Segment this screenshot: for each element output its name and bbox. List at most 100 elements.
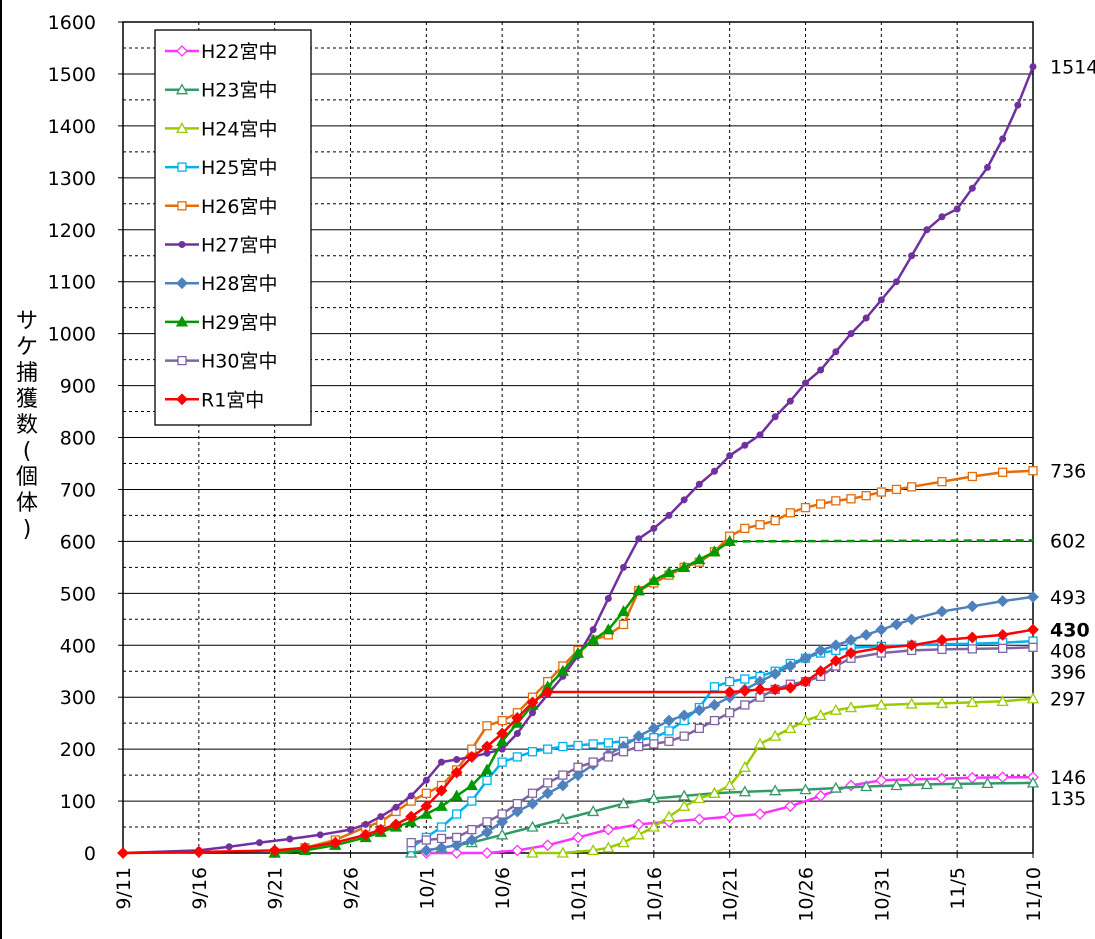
data-point [347, 826, 354, 834]
data-point [573, 762, 583, 772]
data-point [725, 676, 735, 687]
data-point [740, 674, 750, 684]
data-point [966, 696, 979, 708]
data-point [436, 822, 447, 832]
data-point [1026, 776, 1040, 788]
data-point [420, 807, 433, 819]
end-label: 493 [1050, 587, 1086, 609]
data-point [497, 715, 507, 726]
data-point [708, 545, 721, 557]
data-point [587, 805, 600, 817]
data-point [392, 803, 400, 811]
data-point [526, 696, 539, 709]
end-label: 430 [1050, 620, 1090, 642]
x-tick-label: 11/10 [1023, 867, 1045, 922]
x-tick-label: 10/31 [871, 867, 893, 922]
data-point [890, 779, 903, 791]
data-point [435, 799, 448, 811]
data-point [907, 482, 917, 492]
data-point [998, 643, 1008, 654]
data-point [527, 788, 538, 798]
data-point [769, 683, 782, 696]
data-point [920, 778, 933, 790]
data-point [556, 812, 569, 824]
legend-item: H27宮中 [165, 235, 277, 257]
data-point [769, 784, 782, 796]
legend-item: H26宮中 [165, 196, 277, 218]
data-point [513, 730, 521, 738]
data-point [1027, 591, 1039, 603]
data-point [450, 847, 463, 859]
y-tick-label: 200 [60, 739, 96, 761]
data-point [845, 647, 857, 659]
data-point [998, 467, 1008, 477]
data-point [620, 563, 627, 571]
y-tick-label: 1200 [48, 220, 96, 242]
data-point [740, 523, 750, 534]
legend-marker [177, 355, 187, 366]
data-point [602, 623, 615, 635]
data-point [117, 847, 129, 859]
data-point [556, 664, 569, 676]
data-point [862, 314, 870, 322]
data-point [937, 644, 947, 655]
data-point [709, 682, 720, 692]
data-point [526, 797, 539, 810]
x-tick-label: 10/21 [720, 867, 742, 922]
data-point [647, 722, 660, 735]
data-point [664, 736, 674, 746]
data-point [496, 734, 509, 746]
data-point [589, 626, 597, 634]
data-point [829, 654, 842, 667]
data-point [814, 789, 827, 802]
data-point [875, 698, 888, 710]
data-point [891, 484, 902, 495]
data-point [435, 841, 448, 854]
data-point [923, 226, 931, 234]
data-point [738, 785, 751, 797]
data-point [1028, 466, 1038, 476]
series-projection-line [729, 539, 1034, 543]
data-point [650, 524, 658, 532]
data-point [377, 813, 385, 821]
end-label: 396 [1050, 662, 1086, 684]
data-point [966, 600, 979, 613]
legend-label: R1宮中 [201, 389, 264, 411]
data-point [452, 809, 462, 819]
legend-label: H23宮中 [201, 80, 277, 102]
legend-item: H22宮中 [165, 41, 277, 63]
legend-marker [175, 315, 189, 327]
data-point [814, 665, 827, 678]
data-point [708, 786, 721, 798]
legend-item: H23宮中 [165, 80, 277, 102]
x-axis-ticks: 9/11 9/16 9/21 9/26 10/1 10/6 10/11 10/16 10/21 1… [113, 853, 1045, 922]
end-label: 408 [1050, 641, 1086, 663]
data-point [1029, 63, 1037, 71]
data-point [723, 535, 736, 547]
data-point [511, 712, 524, 724]
legend-item: H30宮中 [165, 351, 277, 373]
data-point [905, 613, 918, 626]
series-9 [117, 623, 1039, 859]
data-point [1014, 101, 1022, 109]
data-point [527, 747, 538, 757]
legend-marker [175, 122, 189, 134]
data-point [678, 561, 691, 572]
data-point [511, 844, 524, 857]
legend-label: H26宮中 [201, 196, 277, 218]
data-point [571, 646, 585, 658]
data-point [875, 623, 888, 636]
data-point [769, 667, 782, 680]
y-tick-label: 100 [60, 791, 96, 813]
data-point [665, 511, 673, 519]
end-label: 1514 [1050, 57, 1095, 79]
data-point [799, 652, 812, 665]
end-label: 135 [1050, 788, 1086, 810]
series-line [274, 540, 731, 855]
y-tick-label: 1600 [48, 12, 96, 34]
data-point [967, 471, 977, 482]
data-point [435, 784, 448, 797]
data-point [467, 796, 477, 806]
data-point [420, 844, 433, 857]
data-point [452, 832, 462, 843]
